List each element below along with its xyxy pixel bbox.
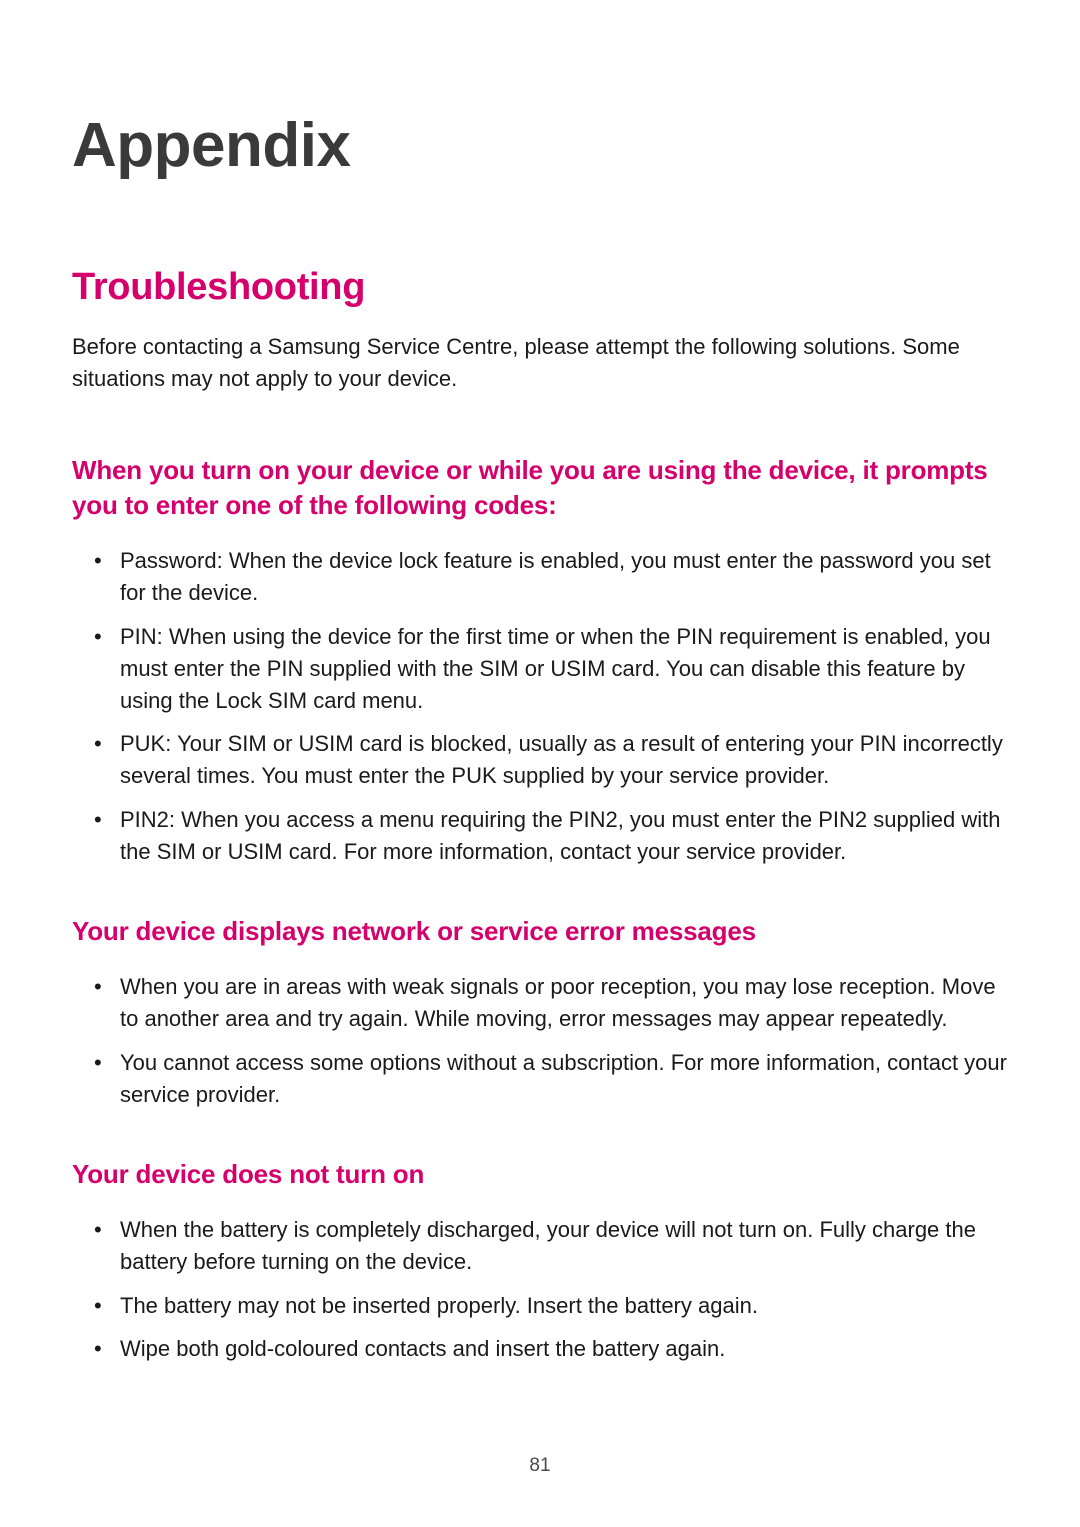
list-item: PUK: Your SIM or USIM card is blocked, u… <box>72 728 1008 792</box>
turnon-list: When the battery is completely discharge… <box>72 1214 1008 1366</box>
list-item: PIN2: When you access a menu requiring t… <box>72 804 1008 868</box>
codes-list: Password: When the device lock feature i… <box>72 545 1008 868</box>
section-intro: Before contacting a Samsung Service Cent… <box>72 331 1008 395</box>
page-number: 81 <box>0 1455 1080 1477</box>
list-item: When you are in areas with weak signals … <box>72 971 1008 1035</box>
document-page: Appendix Troubleshooting Before contacti… <box>0 0 1080 1365</box>
list-item: PIN: When using the device for the first… <box>72 621 1008 717</box>
network-list: When you are in areas with weak signals … <box>72 971 1008 1111</box>
subsection-title-codes: When you turn on your device or while yo… <box>72 453 1008 523</box>
subsection-title-network: Your device displays network or service … <box>72 914 1008 949</box>
list-item: The battery may not be inserted properly… <box>72 1290 1008 1322</box>
list-item: Password: When the device lock feature i… <box>72 545 1008 609</box>
page-title: Appendix <box>72 110 1008 181</box>
subsection-title-turnon: Your device does not turn on <box>72 1157 1008 1192</box>
section-title: Troubleshooting <box>72 266 1008 309</box>
list-item: Wipe both gold-coloured contacts and ins… <box>72 1333 1008 1365</box>
list-item: When the battery is completely discharge… <box>72 1214 1008 1278</box>
list-item: You cannot access some options without a… <box>72 1047 1008 1111</box>
